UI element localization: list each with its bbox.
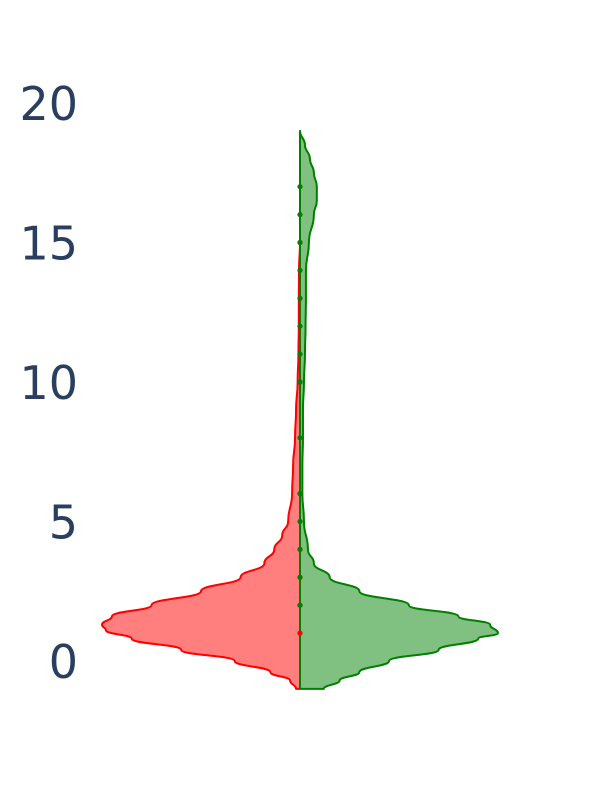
y-tick-label: 5 bbox=[49, 496, 78, 550]
y-tick-label: 15 bbox=[19, 217, 78, 271]
data-point bbox=[297, 295, 303, 301]
data-point bbox=[297, 184, 303, 190]
data-point bbox=[297, 546, 303, 553]
violin-half-right bbox=[299, 129, 499, 690]
data-point bbox=[297, 630, 303, 636]
data-point bbox=[297, 379, 303, 385]
data-point bbox=[297, 212, 303, 218]
data-point bbox=[297, 574, 303, 580]
data-point bbox=[297, 602, 303, 608]
y-tick-label: 20 bbox=[19, 77, 78, 131]
data-point bbox=[297, 267, 303, 273]
data-point bbox=[297, 323, 303, 329]
data-point bbox=[297, 491, 303, 497]
data-point bbox=[297, 435, 303, 441]
violin-half-left bbox=[101, 241, 301, 690]
y-tick-label: 0 bbox=[49, 635, 78, 689]
data-point bbox=[297, 351, 303, 357]
y-axis: 0 5 10 15 20 bbox=[19, 77, 78, 689]
y-tick-label: 10 bbox=[19, 356, 78, 410]
data-points bbox=[297, 184, 303, 636]
data-point bbox=[297, 518, 303, 525]
data-point bbox=[297, 239, 303, 246]
